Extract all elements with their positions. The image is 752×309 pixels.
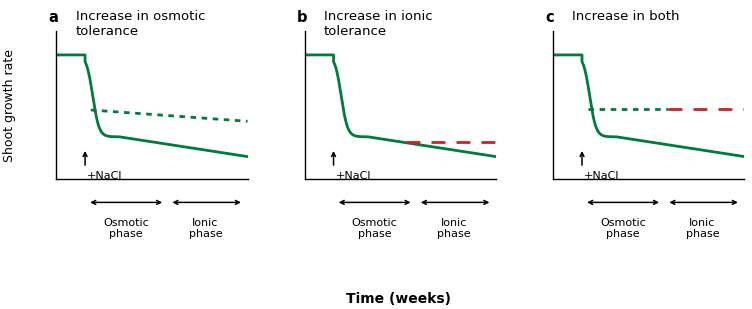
Text: +NaCl: +NaCl [584, 171, 620, 181]
Text: +NaCl: +NaCl [87, 171, 123, 181]
Text: Ionic
phase: Ionic phase [189, 218, 223, 239]
Text: Increase in ionic
tolerance: Increase in ionic tolerance [324, 10, 432, 38]
Text: Shoot growth rate: Shoot growth rate [2, 49, 16, 162]
Text: Ionic
phase: Ionic phase [686, 218, 719, 239]
Text: b: b [297, 10, 308, 25]
Text: +NaCl: +NaCl [335, 171, 371, 181]
Text: Osmotic
phase: Osmotic phase [103, 218, 149, 239]
Text: Time (weeks): Time (weeks) [346, 292, 451, 306]
Text: a: a [49, 10, 59, 25]
Text: Osmotic
phase: Osmotic phase [352, 218, 398, 239]
Text: c: c [546, 10, 554, 25]
Text: Osmotic
phase: Osmotic phase [600, 218, 646, 239]
Text: Ionic
phase: Ionic phase [437, 218, 471, 239]
Text: Increase in osmotic
tolerance: Increase in osmotic tolerance [75, 10, 205, 38]
Text: Increase in both: Increase in both [572, 10, 680, 23]
